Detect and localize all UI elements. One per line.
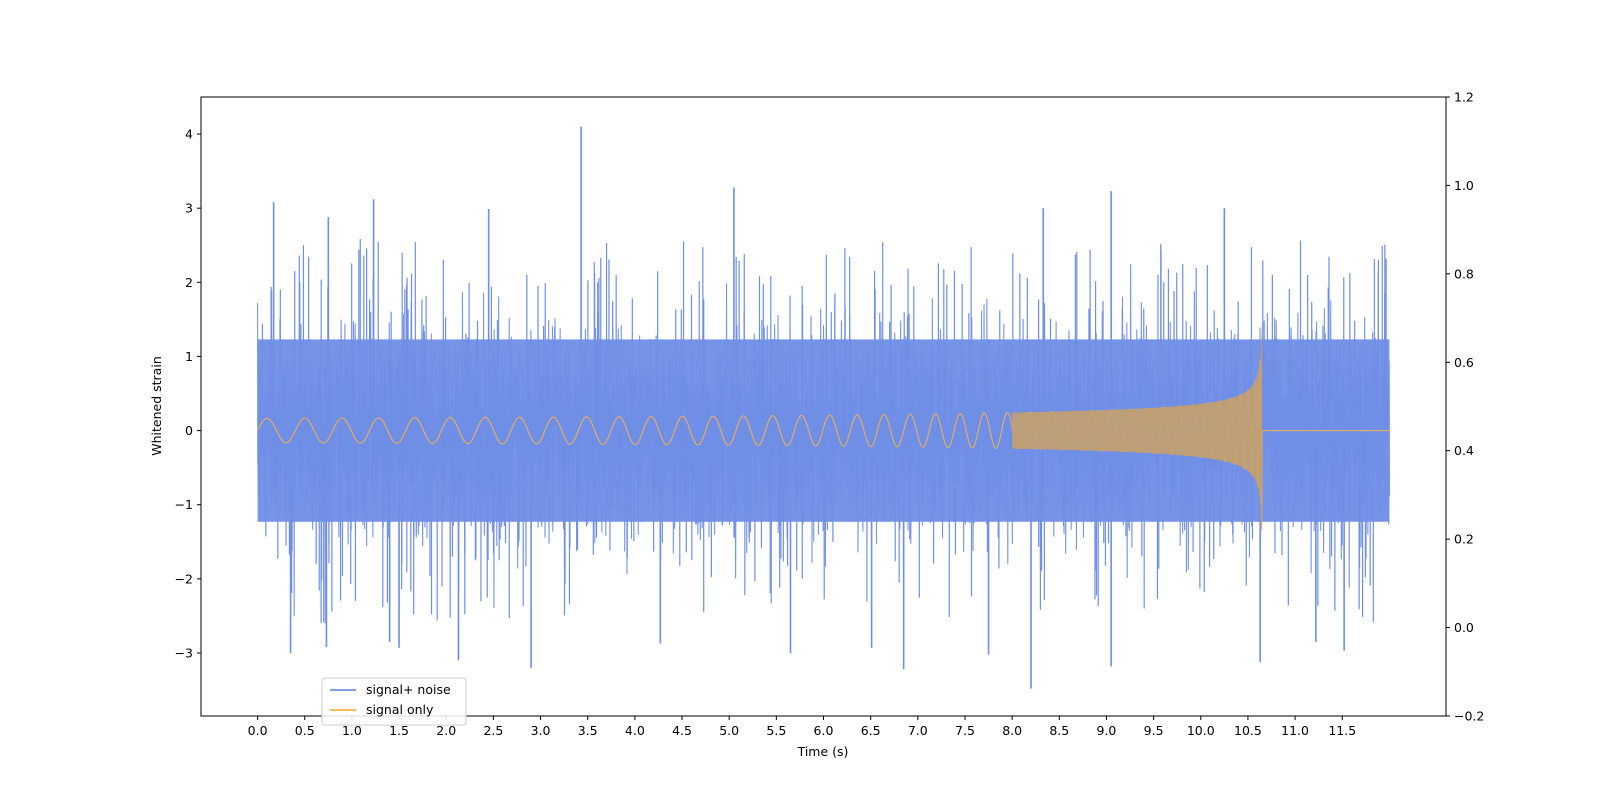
signal-envelope — [1012, 319, 1263, 542]
y-tick-label: 2 — [185, 275, 193, 290]
x-tick-label: 3.5 — [578, 723, 598, 738]
x-tick-label: 4.0 — [625, 723, 645, 738]
x-tick-label: 4.5 — [672, 723, 692, 738]
plot-area — [257, 126, 1390, 689]
x-tick-label: 1.5 — [389, 723, 409, 738]
legend-box — [321, 677, 467, 726]
x-tick-label: 2.0 — [436, 723, 456, 738]
y2-tick-label: 0.4 — [1454, 443, 1474, 458]
y2-tick-label: 0.6 — [1454, 355, 1474, 370]
y2-tick-label: 0.8 — [1454, 266, 1474, 281]
x-tick-label: 11.5 — [1328, 723, 1356, 738]
y2-tick-label: 0.2 — [1454, 532, 1474, 547]
x-tick-label: 10.0 — [1187, 723, 1215, 738]
y-tick-label: 1 — [185, 349, 193, 364]
x-tick-label: 7.0 — [908, 723, 928, 738]
x-tick-label: 3.0 — [531, 723, 551, 738]
y-axis-label: Whitened strain — [149, 356, 164, 455]
x-tick-label: 9.0 — [1097, 723, 1117, 738]
y-tick-label: 3 — [185, 201, 193, 216]
y-tick-label: −3 — [175, 645, 193, 660]
x-tick-label: 6.5 — [861, 723, 881, 738]
x-tick-label: 5.5 — [766, 723, 786, 738]
y-tick-label: −2 — [175, 571, 193, 586]
y-axis-right: −0.2 0.0 0.2 0.4 0.6 0.8 1.0 1.2 — [1446, 90, 1484, 724]
y-tick-label: 4 — [185, 127, 193, 142]
series-signal-only — [257, 319, 1390, 542]
x-tick-label: 9.5 — [1144, 723, 1164, 738]
x-tick-label: 11.0 — [1281, 723, 1309, 738]
x-tick-label: 1.0 — [342, 723, 362, 738]
x-tick-label: 5.0 — [719, 723, 739, 738]
x-tick-label: 10.5 — [1234, 723, 1262, 738]
legend-label-signal-plus-noise: signal+ noise — [366, 682, 451, 697]
y2-tick-label: 1.0 — [1454, 178, 1474, 193]
x-tick-label: 8.5 — [1049, 723, 1069, 738]
y-tick-label: −1 — [175, 497, 193, 512]
x-tick-label: 2.5 — [483, 723, 503, 738]
y2-tick-label: −0.2 — [1454, 709, 1484, 724]
x-tick-label: 0.0 — [248, 723, 268, 738]
legend-label-signal-only: signal only — [366, 702, 434, 717]
y2-tick-label: 0.0 — [1454, 620, 1474, 635]
x-tick-label: 0.5 — [295, 723, 315, 738]
x-tick-label: 6.0 — [814, 723, 834, 738]
x-tick-label: 8.0 — [1002, 723, 1022, 738]
legend: signal+ noise signal only — [321, 677, 467, 726]
series-signal-plus-noise — [257, 126, 1390, 689]
x-axis: 0.0 0.5 1.0 1.5 2.0 2.5 3.0 3.5 4.0 4.5 5.0 5.5 6.0 6… — [248, 716, 1356, 738]
y-axis-left: −3 −2 −1 0 1 2 3 4 — [175, 127, 201, 660]
x-tick-label: 7.5 — [955, 723, 975, 738]
y-tick-label: 0 — [185, 423, 193, 438]
x-axis-label: Time (s) — [797, 744, 849, 759]
y2-tick-label: 1.2 — [1454, 90, 1474, 105]
